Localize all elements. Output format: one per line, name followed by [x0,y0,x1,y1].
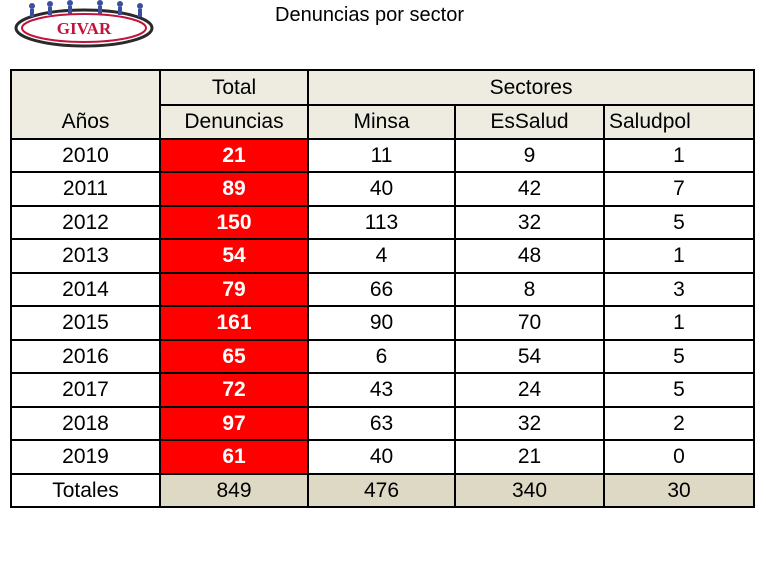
minsa-cell: 63 [307,405,456,441]
saludpol-cell: 5 [602,338,756,374]
complaints-table: Años Total Sectores Denuncias Minsa EsSa… [10,69,756,508]
essalud-cell: 70 [454,305,605,341]
header-total-bottom: Denuncias [159,104,309,140]
header-years: Años [10,69,161,140]
table-row: 2017 72 43 24 5 [10,372,756,408]
table-row: 2012 150 113 32 5 [10,204,756,240]
essalud-cell: 42 [454,171,605,207]
saludpol-cell: 1 [602,238,756,274]
year-cell: 2010 [10,137,161,173]
total-cell: 89 [159,171,309,207]
saludpol-cell: 5 [602,204,756,240]
totals-total: 849 [159,472,309,508]
header-minsa: Minsa [307,104,456,140]
minsa-cell: 4 [307,238,456,274]
year-cell: 2018 [10,405,161,441]
saludpol-cell: 3 [602,271,756,307]
year-cell: 2011 [10,171,161,207]
year-cell: 2016 [10,338,161,374]
year-cell: 2015 [10,305,161,341]
minsa-cell: 40 [307,171,456,207]
minsa-cell: 6 [307,338,456,374]
essalud-cell: 24 [454,372,605,408]
table-row: 2014 79 66 8 3 [10,271,756,307]
total-cell: 61 [159,439,309,475]
total-cell: 79 [159,271,309,307]
total-cell: 54 [159,238,309,274]
minsa-cell: 43 [307,372,456,408]
saludpol-cell: 5 [602,372,756,408]
minsa-cell: 11 [307,137,456,173]
totals-label: Totales [10,472,161,508]
essalud-cell: 48 [454,238,605,274]
minsa-cell: 40 [307,439,456,475]
header-saludpol: Saludpol [602,104,756,140]
page-title-text: Denuncias por sector [275,4,464,26]
table-row: 2010 21 11 9 1 [10,137,756,173]
minsa-cell: 90 [307,305,456,341]
saludpol-cell: 1 [602,305,756,341]
givar-logo: GIVAR [12,0,162,50]
totals-essalud: 340 [454,472,605,508]
table-row: 2019 61 40 21 0 [10,439,756,475]
essalud-cell: 54 [454,338,605,374]
essalud-cell: 32 [454,204,605,240]
total-cell: 72 [159,372,309,408]
minsa-cell: 66 [307,271,456,307]
year-cell: 2017 [10,372,161,408]
totals-minsa: 476 [307,472,456,508]
table-row: 2013 54 4 48 1 [10,238,756,274]
essalud-cell: 8 [454,271,605,307]
table-row: 2018 97 63 32 2 [10,405,756,441]
saludpol-cell: 1 [602,137,756,173]
total-cell: 161 [159,305,309,341]
total-cell: 150 [159,204,309,240]
total-cell: 65 [159,338,309,374]
saludpol-cell: 0 [602,439,756,475]
saludpol-cell: 2 [602,405,756,441]
svg-text:GIVAR: GIVAR [57,19,112,38]
total-cell: 97 [159,405,309,441]
header-total-top: Total [159,69,309,106]
year-cell: 2012 [10,204,161,240]
essalud-cell: 9 [454,137,605,173]
table-row: 2011 89 40 42 7 [10,171,756,207]
essalud-cell: 21 [454,439,605,475]
year-cell: 2019 [10,439,161,475]
essalud-cell: 32 [454,405,605,441]
year-cell: 2013 [10,238,161,274]
minsa-cell: 113 [307,204,456,240]
header-sectors: Sectores [306,69,756,106]
table-row: 2016 65 6 54 5 [10,338,756,374]
year-cell: 2014 [10,271,161,307]
total-cell: 21 [159,137,309,173]
saludpol-cell: 7 [602,171,756,207]
header-essalud: EsSalud [454,104,605,140]
table-row: 2015 161 90 70 1 [10,305,756,341]
totals-row: Totales 849 476 340 30 [10,472,756,508]
totals-saludpol: 30 [602,472,756,508]
